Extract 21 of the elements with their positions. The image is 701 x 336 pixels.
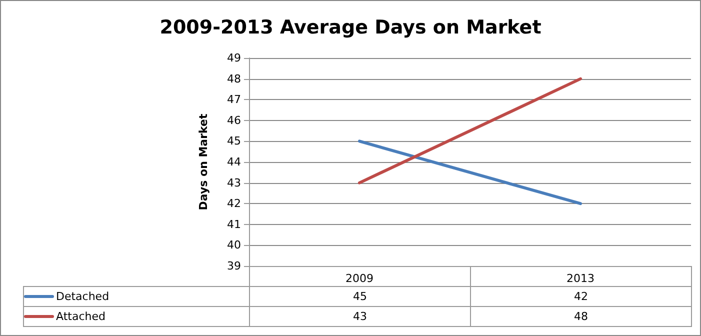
x-tick-label: 2013	[566, 272, 594, 285]
y-tick-label: 42	[227, 197, 241, 210]
legend-label: Detached	[24, 286, 250, 306]
y-axis-title: Days on Market	[197, 114, 210, 210]
data-label: 48	[470, 306, 692, 326]
y-tick-label: 48	[227, 72, 241, 86]
data-label: 43	[250, 306, 470, 326]
chart-title: 2009-2013 Average Days on Market	[160, 16, 542, 38]
x-tick-label: 2009	[346, 272, 374, 285]
y-tick-label: 43	[227, 176, 241, 190]
y-tick-label: 41	[227, 218, 241, 231]
y-tick-label: 47	[227, 93, 241, 106]
y-tick-label: 39	[227, 260, 241, 272]
y-tick-label: 40	[227, 238, 241, 252]
y-tick-label: 45	[227, 134, 241, 148]
y-tick-label: 46	[227, 114, 241, 127]
y-tick-label: 44	[227, 156, 241, 168]
legend-label: Attached	[24, 306, 250, 326]
data-label: 42	[470, 286, 692, 306]
y-tick-label: 49	[227, 52, 241, 64]
data-label: 45	[250, 286, 470, 306]
